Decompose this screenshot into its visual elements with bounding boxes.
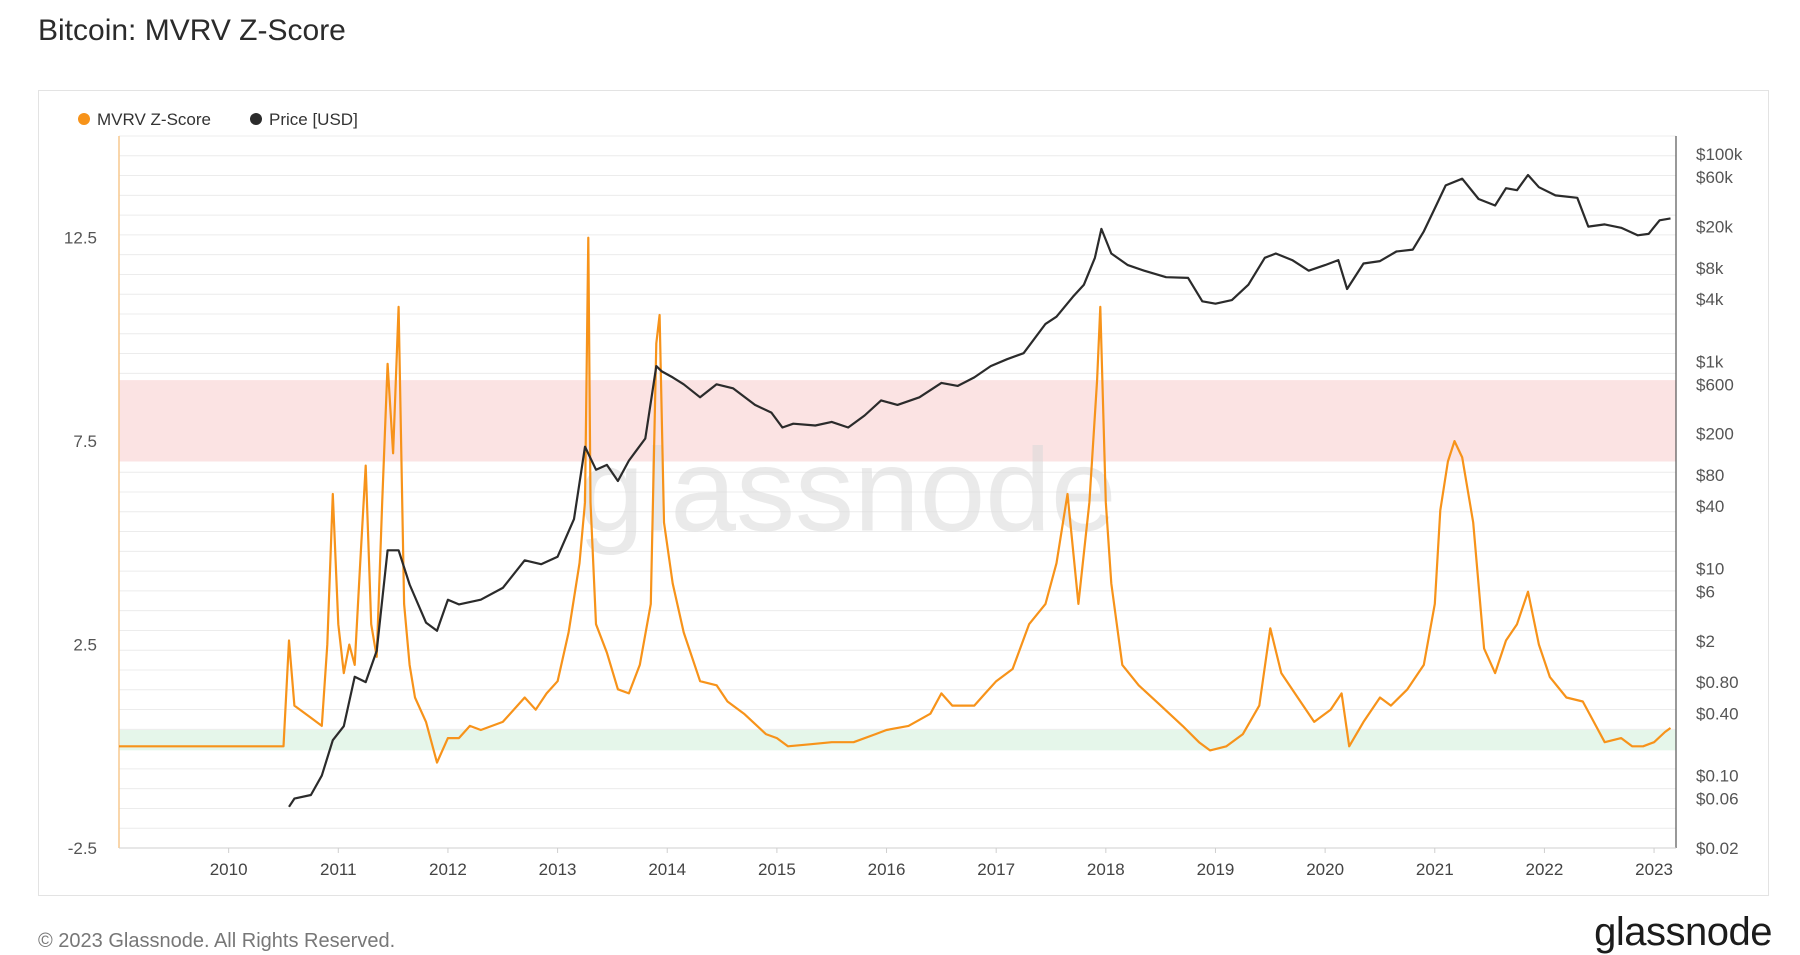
y-left-tick-label: -2.5 — [68, 839, 97, 858]
y-right-tick-label: $2 — [1696, 632, 1715, 651]
y-left-tick-label: 7.5 — [73, 432, 97, 451]
glassnode-logo: glassnode — [1594, 910, 1772, 954]
y-right-tick-label: $8k — [1696, 259, 1724, 278]
y-right-tick-label: $1k — [1696, 352, 1724, 371]
y-right-tick-label: $0.80 — [1696, 673, 1739, 692]
y-right-tick-label: $0.40 — [1696, 704, 1739, 723]
y-right-tick-label: $20k — [1696, 218, 1733, 237]
page-title: Bitcoin: MVRV Z-Score — [38, 14, 346, 47]
y-right-tick-label: $80 — [1696, 466, 1724, 485]
y-right-tick-label: $100k — [1696, 145, 1743, 164]
y-right-tick-label: $0.10 — [1696, 767, 1739, 786]
legend-marker-price — [250, 113, 262, 125]
y-right-tick-label: $0.06 — [1696, 790, 1739, 809]
legend-label-zscore: MVRV Z-Score — [97, 110, 211, 129]
y-right-tick-label: $60k — [1696, 168, 1733, 187]
x-tick-label: 2010 — [210, 860, 248, 879]
y-right-tick-label: $200 — [1696, 425, 1734, 444]
red-band — [119, 380, 1676, 462]
y-right-tick-label: $600 — [1696, 375, 1734, 394]
y-right-tick-label: $6 — [1696, 582, 1715, 601]
x-tick-label: 2018 — [1087, 860, 1125, 879]
legend-marker-zscore — [78, 113, 90, 125]
mvrv-chart: glassnode 12.5 7.5 2.5 -2.5 $100k $60k $20k $8k $… — [64, 110, 1743, 879]
y-left-tick-label: 2.5 — [73, 636, 97, 655]
y-right-tick-label: $0.02 — [1696, 839, 1739, 858]
zscore-line — [119, 236, 1672, 764]
legend-label-price: Price [USD] — [269, 110, 358, 129]
x-tick-label: 2014 — [648, 860, 686, 879]
x-tick-label: 2016 — [868, 860, 906, 879]
x-tick-label: 2013 — [539, 860, 577, 879]
y-left-tick-label: 12.5 — [64, 229, 97, 248]
x-tick-label: 2023 — [1635, 860, 1673, 879]
x-tick-label: 2017 — [977, 860, 1015, 879]
x-tick-label: 2012 — [429, 860, 467, 879]
x-tick-label: 2011 — [320, 860, 357, 879]
x-tick-label: 2022 — [1526, 860, 1564, 879]
x-tick-label: 2019 — [1197, 860, 1235, 879]
y-right-tick-label: $40 — [1696, 497, 1724, 516]
y-right-tick-label: $4k — [1696, 290, 1724, 309]
green-band — [119, 730, 1676, 751]
price-line — [288, 173, 1671, 808]
y-right-tick-label: $10 — [1696, 559, 1724, 578]
x-tick-label: 2015 — [758, 860, 796, 879]
x-tick-label: 2020 — [1306, 860, 1344, 879]
x-tick-label: 2021 — [1416, 860, 1454, 879]
chart-frame: glassnode 12.5 7.5 2.5 -2.5 $100k $60k $20k $8k $… — [38, 90, 1769, 896]
footer-copyright: © 2023 Glassnode. All Rights Reserved. — [38, 930, 396, 952]
watermark-text: glassnode — [579, 425, 1117, 557]
